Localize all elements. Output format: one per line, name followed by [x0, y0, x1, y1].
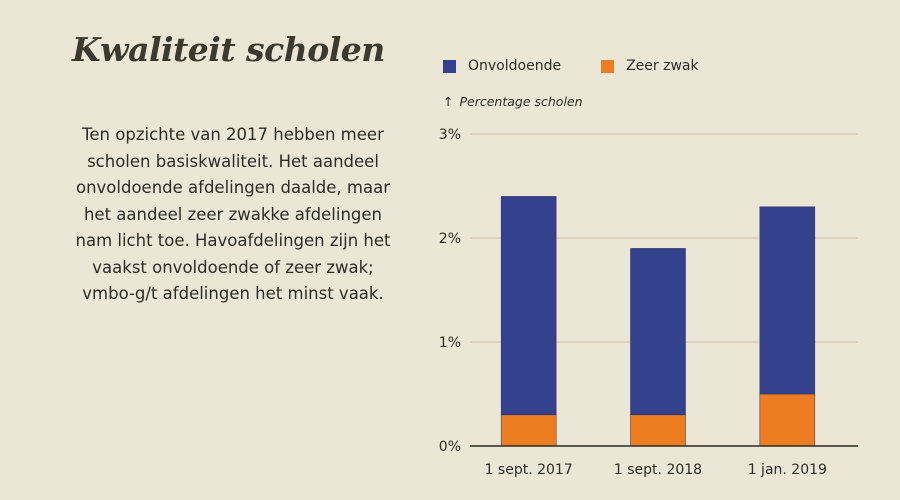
bar-onvoldoende	[759, 206, 816, 395]
description-line: Ten opzichte van 2017 hebben meer	[82, 125, 384, 144]
legend-swatch-zeer-zwak	[601, 59, 615, 73]
description-line: het aandeel zeer zwakke afdelingen	[83, 204, 383, 224]
description-line: vaakst onvoldoende of zeer zwak;	[92, 257, 374, 277]
description-line: vmbo-g/t afdelingen het minst vaak.	[82, 284, 384, 303]
chart-legend: Onvoldoende Zeer zwak	[443, 58, 699, 74]
bar-onvoldoende	[500, 196, 557, 416]
legend-label-zeer-zwak: Zeer zwak	[626, 58, 699, 74]
legend-item-zeer-zwak: Zeer zwak	[601, 58, 699, 74]
page-title: Kwaliteit scholen	[72, 30, 385, 69]
up-arrow-icon: ↑	[443, 94, 454, 109]
x-tick-label: 1 sept. 2017	[485, 462, 573, 478]
bar-zeer-zwak	[759, 393, 816, 447]
description-text: Ten opzichte van 2017 hebben meer schole…	[48, 122, 418, 308]
y-tick-label: 3%	[439, 127, 461, 143]
y-tick-label: 1%	[439, 335, 461, 351]
description-line: onvoldoende afdelingen daalde, maar	[75, 178, 390, 197]
legend-swatch-onvoldoende	[443, 59, 456, 73]
x-tick-label: 1 sept. 2018	[614, 462, 702, 478]
x-tick-label: 1 jan. 2019	[748, 462, 827, 478]
description-line: nam licht toe. Havoafdelingen zijn het	[75, 231, 391, 250]
y-tick-label: 0%	[439, 439, 461, 455]
y-tick-label: 2%	[439, 231, 461, 247]
y-axis-label-text: Percentage scholen	[459, 94, 583, 109]
bar-onvoldoende	[630, 248, 686, 416]
bar-zeer-zwak	[500, 414, 557, 447]
legend-label-onvoldoende: Onvoldoende	[468, 58, 562, 74]
y-axis-label: ↑ Percentage scholen	[443, 94, 583, 109]
bar-zeer-zwak	[630, 414, 686, 447]
description-line: scholen basiskwaliteit. Het aandeel	[87, 151, 379, 171]
legend-item-onvoldoende: Onvoldoende	[443, 58, 561, 74]
